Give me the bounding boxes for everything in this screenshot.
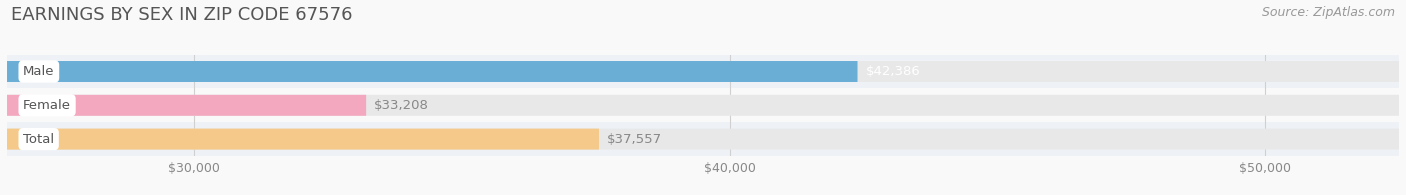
- Text: $42,386: $42,386: [866, 65, 921, 78]
- FancyBboxPatch shape: [7, 61, 1399, 82]
- Text: Female: Female: [22, 99, 72, 112]
- Text: EARNINGS BY SEX IN ZIP CODE 67576: EARNINGS BY SEX IN ZIP CODE 67576: [11, 6, 353, 24]
- Text: $37,557: $37,557: [607, 133, 662, 146]
- Text: Source: ZipAtlas.com: Source: ZipAtlas.com: [1261, 6, 1395, 19]
- Text: Male: Male: [22, 65, 55, 78]
- FancyBboxPatch shape: [7, 61, 858, 82]
- FancyBboxPatch shape: [7, 95, 366, 116]
- FancyBboxPatch shape: [7, 129, 1399, 150]
- Bar: [7, 55, 1399, 88]
- FancyBboxPatch shape: [7, 129, 599, 150]
- FancyBboxPatch shape: [7, 95, 1399, 116]
- Bar: [7, 122, 1399, 156]
- Text: $33,208: $33,208: [374, 99, 429, 112]
- Text: Total: Total: [22, 133, 55, 146]
- Bar: [7, 88, 1399, 122]
